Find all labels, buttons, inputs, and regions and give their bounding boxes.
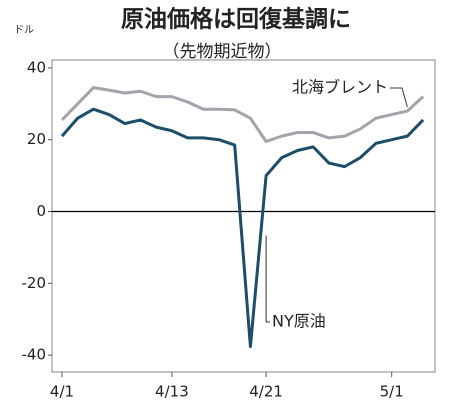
series-line (60, 86, 425, 144)
y-tick-label: 40 (27, 58, 46, 76)
x-tick-label: 4/13 (155, 383, 189, 401)
plot-frame (51, 59, 436, 373)
x-tick-label: 4/21 (249, 383, 283, 401)
leader-line (265, 235, 270, 323)
x-tick-label: 5/1 (380, 383, 404, 401)
series-line (60, 107, 425, 349)
series-label: NY原油 (272, 312, 326, 331)
y-tick-label: 20 (27, 130, 46, 148)
y-tick-label: 0 (36, 202, 46, 220)
chart-title: 原油価格は回復基調に (121, 6, 351, 33)
series-label: 北海ブレント (292, 78, 388, 97)
x-tick-label: 4/1 (50, 383, 74, 401)
chart-subtitle: （先物期近物） (163, 42, 282, 62)
y-tick-label: -20 (22, 274, 47, 292)
y-tick-label: -40 (22, 346, 47, 364)
leader-line (390, 87, 408, 108)
y-unit: ドル (14, 25, 34, 36)
